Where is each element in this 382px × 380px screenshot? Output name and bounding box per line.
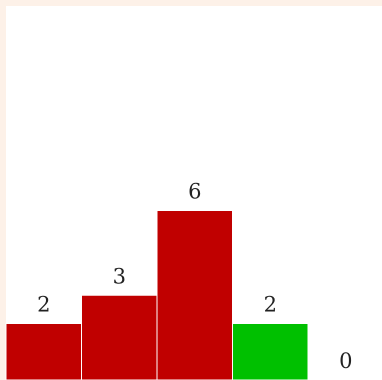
bar-2 <box>81 294 158 380</box>
bar-value-label-5: 0 <box>339 349 352 373</box>
bar-4 <box>232 323 309 380</box>
bar-value-label-3: 6 <box>188 180 201 204</box>
bar-value-label-1: 2 <box>37 293 50 317</box>
bar-value-label-4: 2 <box>264 293 277 317</box>
bar-1 <box>5 323 82 380</box>
bar-3 <box>156 210 233 380</box>
bar-value-label-2: 3 <box>113 264 126 288</box>
